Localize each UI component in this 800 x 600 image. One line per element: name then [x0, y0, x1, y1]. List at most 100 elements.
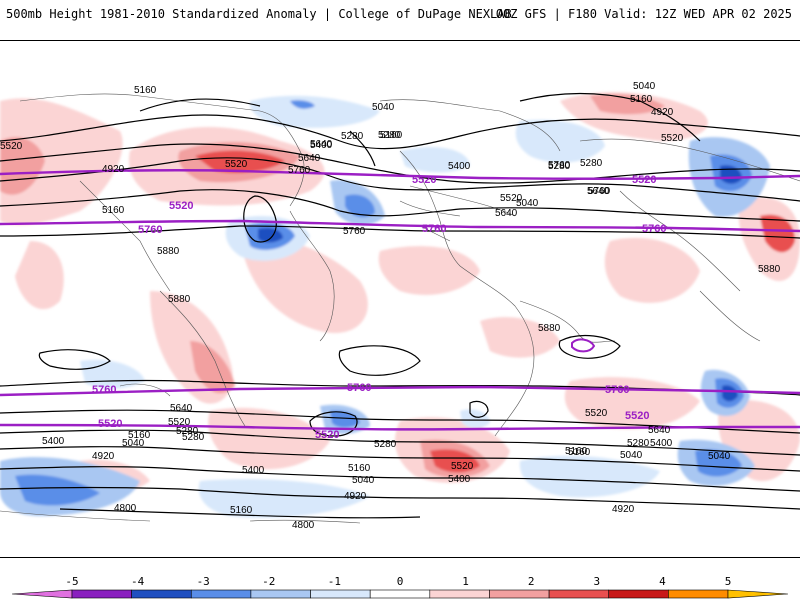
height-label: 5760 [288, 165, 311, 176]
height-label: 5280 [374, 439, 397, 450]
colorbar-segment [11, 589, 73, 599]
height-label: 5400 [310, 140, 333, 151]
height-label: 5400 [448, 161, 471, 172]
colorbar-segment [548, 589, 610, 599]
height-label: 5040 [516, 198, 539, 209]
height-label: 5400 [42, 436, 65, 447]
colorbar [11, 589, 789, 599]
colorbar-tick-label: 1 [462, 575, 469, 588]
anomaly-map: 5160 5040 5280 5520 5400 5640 5760 5160 … [0, 81, 800, 531]
height-label: 5880 [758, 264, 781, 275]
colorbar-segment [668, 589, 729, 599]
colorbar-segment [71, 589, 132, 599]
height-label: 5280 [182, 432, 205, 443]
colorbar-segment [250, 589, 311, 599]
height-label: 5520 [661, 133, 684, 144]
height-label: 5280 [341, 131, 364, 142]
ref-label: 5760 [605, 384, 629, 396]
ref-label: 5760 [92, 384, 116, 396]
height-label: 5040 [708, 451, 731, 462]
height-label: 4920 [612, 504, 635, 515]
height-label: 5160 [230, 505, 253, 516]
colorbar-tick-label: -1 [327, 575, 342, 588]
height-label: 5040 [372, 102, 395, 113]
reference-contours [0, 169, 800, 431]
height-label: 5040 [620, 450, 643, 461]
height-label: 5160 [380, 130, 403, 141]
model-run-info: 00Z GFS | F180 Valid: 12Z WED APR 02 202… [495, 7, 792, 21]
height-label: 5280 [378, 130, 401, 141]
reference-labels: 5520 5760 5520 5760 5520 5760 5760 5520 … [92, 174, 666, 441]
height-label: 5880 [157, 246, 180, 257]
height-label: 5520 [451, 461, 474, 472]
height-label: 5400 [650, 438, 673, 449]
height-label: 5160 [128, 430, 151, 441]
ref-label: 5520 [632, 174, 656, 186]
ref-label: 5520 [315, 429, 339, 441]
height-label: 5520 [585, 408, 608, 419]
height-label: 5640 [495, 208, 518, 219]
height-label: 5640 [587, 186, 610, 197]
colorbar-tick-label: 3 [593, 575, 601, 588]
height-label: 5280 [548, 161, 571, 172]
ref-label: 5520 [98, 418, 122, 430]
height-label: 5640 [310, 139, 333, 150]
height-label: 5520 [225, 159, 248, 170]
ref-label: 5760 [642, 223, 666, 235]
colorbar-segment [310, 589, 371, 599]
height-label: 5520 [0, 141, 23, 152]
height-label: 5040 [633, 81, 656, 92]
height-label: 5760 [588, 186, 611, 197]
header: 500mb Height 1981-2010 Standardized Anom… [0, 0, 800, 40]
height-label: 5160 [134, 85, 157, 96]
colorbar-tick-label: -3 [196, 575, 210, 588]
colorbar-tick-label: -4 [130, 575, 145, 588]
colorbar-tick-label: 2 [527, 575, 535, 588]
height-label: 5520 [168, 417, 191, 428]
colorbar-segment [190, 589, 252, 599]
height-labels: 5160 5040 5280 5520 5400 5640 5760 5160 … [0, 81, 781, 531]
height-label: 4920 [92, 451, 115, 462]
ref-label: 5760 [138, 224, 162, 236]
colorbar-segment [727, 589, 789, 599]
height-label: 5040 [352, 475, 375, 486]
height-label: 5160 [565, 446, 588, 457]
map-panel: 5160 5040 5280 5520 5400 5640 5760 5160 … [0, 40, 800, 558]
height-label: 5880 [168, 294, 191, 305]
height-label: 4800 [292, 520, 315, 531]
height-label: 5400 [242, 465, 265, 476]
height-label: 5160 [102, 205, 125, 216]
height-label: 5520 [500, 193, 523, 204]
colorbar-tick-label: 4 [659, 575, 666, 588]
height-label: 4920 [344, 491, 367, 502]
ref-label: 5520 [169, 200, 193, 212]
ref-label: 5520 [412, 174, 436, 186]
height-label: 5280 [580, 158, 603, 169]
colorbar-segment [369, 589, 431, 599]
height-label: 5880 [538, 323, 561, 334]
height-label: 5760 [548, 160, 571, 171]
height-label: 5040 [122, 438, 145, 449]
ref-label: 5760 [422, 223, 446, 235]
height-label: 5640 [298, 153, 321, 164]
height-label: 4920 [651, 107, 674, 118]
height-label: 5280 [176, 426, 199, 437]
height-label: 4800 [114, 503, 137, 514]
colorbar-tick-label: 0 [396, 575, 404, 588]
colorbar-tick-label: -5 [65, 575, 79, 588]
height-label: 5760 [343, 226, 366, 237]
map-title: 500mb Height 1981-2010 Standardized Anom… [6, 7, 512, 21]
colorbar-segment [608, 589, 669, 599]
height-label: 5400 [448, 474, 471, 485]
colorbar-segment [429, 589, 490, 599]
height-contours [0, 92, 800, 519]
ref-label: 5520 [625, 410, 649, 422]
colorbar-segment [489, 589, 550, 599]
colorbar-segment [131, 589, 192, 599]
height-label: 5280 [627, 438, 650, 449]
anomaly-shading [0, 92, 800, 518]
ref-label: 5760 [347, 382, 371, 394]
colorbar-tick-label: -2 [262, 575, 276, 588]
height-label: 5640 [170, 403, 193, 414]
height-label: 5160 [630, 94, 653, 105]
